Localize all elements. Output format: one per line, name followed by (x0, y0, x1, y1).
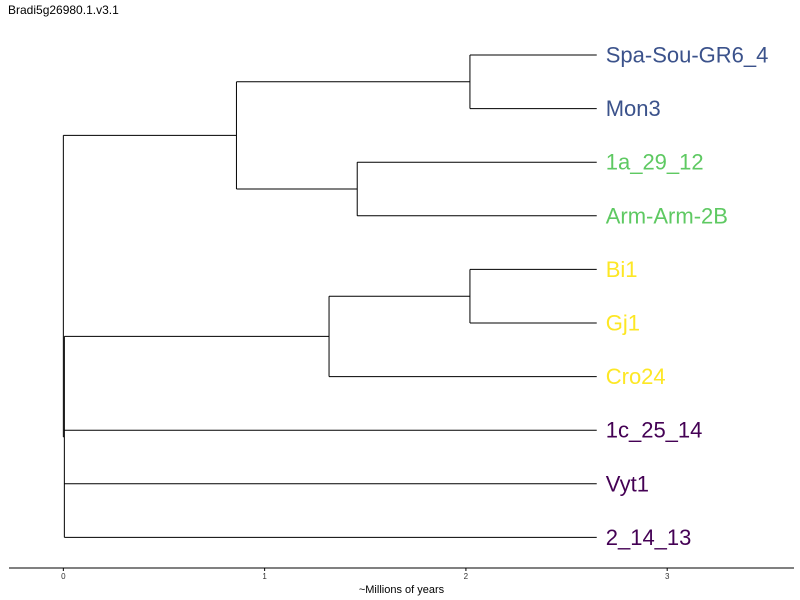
leaf-labels: Spa-Sou-GR6_4 Mon3 1a_29_12 Arm-Arm-2B Bi1 Gj… (606, 43, 769, 550)
leaf-label-1c-25-14: 1c_25_14 (606, 418, 703, 443)
leaf-label-bi1: Bi1 (606, 257, 638, 282)
leaf-label-gj1: Gj1 (606, 311, 640, 336)
x-axis-title: ~Millions of years (359, 584, 445, 596)
x-tick-label-0: 0 (61, 572, 66, 581)
leaf-label-mon3: Mon3 (606, 96, 661, 121)
leaf-label-spa-sou-gr6-4: Spa-Sou-GR6_4 (606, 43, 769, 68)
leaf-label-arm-arm-2b: Arm-Arm-2B (606, 203, 728, 228)
x-tick-label-3: 3 (665, 572, 670, 581)
x-tick-label-1: 1 (262, 572, 267, 581)
leaf-label-2-14-13: 2_14_13 (606, 525, 692, 550)
leaf-label-cro24: Cro24 (606, 364, 666, 389)
leaf-label-vyt1: Vyt1 (606, 471, 649, 496)
chart-title: Bradi5g26980.1.v3.1 (8, 3, 119, 17)
x-axis: 0 1 2 3 ~Millions of years (9, 567, 794, 596)
x-tick-label-2: 2 (464, 572, 469, 581)
leaf-label-1a-29-12: 1a_29_12 (606, 150, 704, 175)
tree-branches (62, 54, 597, 538)
